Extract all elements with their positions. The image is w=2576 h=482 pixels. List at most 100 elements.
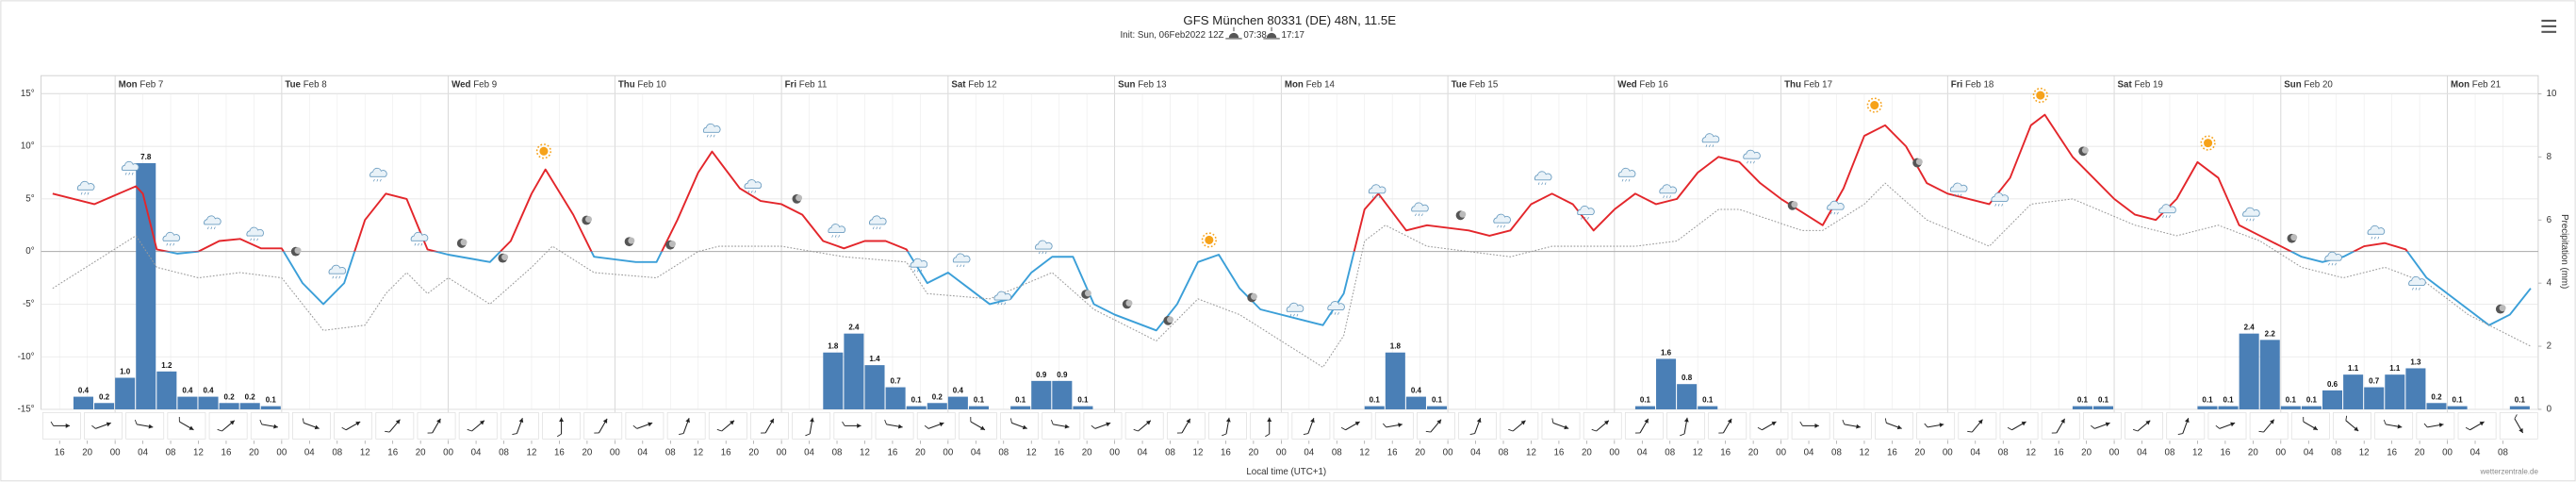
- wind-barb: [1425, 430, 1431, 433]
- cloud-icon: [993, 291, 1012, 301]
- night-icon-shade: [1915, 158, 1923, 165]
- wind-barb: [467, 428, 472, 432]
- cloud-icon: [702, 123, 721, 133]
- precipitation-bar: [1677, 384, 1698, 409]
- precipitation-bar: [219, 403, 239, 409]
- wind-arrow: [1010, 418, 1027, 430]
- wind-head: [1398, 423, 1403, 428]
- night-icon-shade: [1125, 299, 1133, 307]
- hour-tick-label: 00: [943, 448, 953, 458]
- day-weekday: Thu: [1784, 79, 1801, 90]
- hour-tick-label: 00: [1443, 448, 1453, 458]
- wind-barb: [512, 433, 517, 435]
- day-label: Thu Feb 17: [1784, 79, 1832, 90]
- night-icon-shade: [668, 241, 676, 248]
- wind-arrow: [632, 422, 653, 429]
- wind-arrow: [2090, 422, 2110, 429]
- night-icon-shade: [1791, 201, 1798, 208]
- hour-tick-label: 16: [55, 448, 65, 458]
- hour-tick-label: 04: [637, 448, 648, 458]
- cloud-icon: [1286, 302, 1304, 312]
- precipitation-bar: [844, 333, 864, 409]
- wind-head: [1939, 423, 1944, 428]
- hour-tick-label: 12: [693, 448, 703, 458]
- wind-barb: [1050, 419, 1054, 425]
- wind-barb: [1842, 419, 1846, 425]
- wind-barb: [2215, 424, 2221, 429]
- precipitation-label: 0.1: [2286, 396, 2297, 405]
- hour-tick-label: 12: [2026, 448, 2036, 458]
- wind-barb: [2132, 428, 2139, 432]
- precipitation-label: 1.6: [1661, 348, 1672, 357]
- precipitation-label: 1.8: [1390, 342, 1402, 351]
- hour-tick-label: 16: [1720, 448, 1731, 458]
- precipitation-bar: [1010, 406, 1031, 409]
- hour-tick-label: 16: [888, 448, 898, 458]
- precipitation-bar: [1698, 406, 1718, 409]
- wind-barb: [50, 421, 55, 426]
- precipitation-label: 0.1: [1640, 396, 1651, 405]
- hour-tick-label: 00: [777, 448, 787, 458]
- wind-head: [2438, 423, 2444, 428]
- precipitation-bar: [2343, 374, 2364, 409]
- precipitation-bar: [2259, 340, 2280, 409]
- day-label: Wed Feb 16: [1617, 79, 1667, 90]
- precipitation-bar: [2239, 333, 2259, 409]
- wind-head: [1267, 417, 1272, 423]
- precipitation-bar: [2218, 406, 2239, 409]
- precipitation-label: 0.9: [1036, 371, 1047, 379]
- hour-tick-label: 00: [610, 448, 620, 458]
- wind-barb: [259, 419, 263, 425]
- wind-arrow: [1133, 420, 1152, 432]
- wind-head: [648, 422, 653, 427]
- cloud-icon: [1991, 192, 2010, 202]
- rain-drops: [2371, 236, 2380, 240]
- sunset-icon: [1263, 26, 1280, 40]
- precipitation-label: 0.1: [2077, 396, 2089, 405]
- rain-drops: [1537, 182, 1547, 186]
- wind-arrow: [1924, 423, 1944, 428]
- night-icon-shade: [2290, 234, 2298, 241]
- precipitation-label: 0.4: [182, 387, 193, 395]
- y-tick-label: 0°: [25, 246, 34, 257]
- precipitation-bar: [136, 162, 156, 409]
- cloud-icon: [162, 231, 181, 241]
- hour-tick-label: 16: [222, 448, 232, 458]
- hour-tick-label: 12: [193, 448, 204, 458]
- wind-head: [2397, 424, 2403, 429]
- wind-barb: [884, 419, 887, 425]
- precipitation-label: 0.1: [2453, 396, 2464, 405]
- wind-barb: [1634, 432, 1641, 434]
- wind-box: [833, 412, 873, 440]
- hour-tick-label: 00: [1109, 448, 1120, 458]
- menu-button[interactable]: [2541, 19, 2557, 33]
- hour-tick-label: 04: [2304, 448, 2314, 458]
- hour-tick-label: 00: [2109, 448, 2120, 458]
- wind-arrow: [1340, 421, 1360, 431]
- precipitation-label: 0.6: [2327, 380, 2338, 389]
- hour-tick-label: 04: [1804, 448, 1814, 458]
- wind-arrow: [178, 416, 194, 431]
- precipitation-label: 0.1: [1370, 396, 1381, 405]
- hour-tick-label: 20: [2081, 448, 2092, 458]
- precipitation-bar: [2509, 406, 2530, 409]
- wind-arrow: [2465, 421, 2485, 431]
- wind-arrow: [1091, 422, 1111, 429]
- wind-barb: [1924, 423, 1928, 428]
- wind-barb: [1967, 430, 1973, 433]
- hour-tick-label: 12: [860, 448, 870, 458]
- cloud-icon: [2367, 224, 2386, 235]
- sun-rays: [2200, 135, 2216, 151]
- wind-barb: [1133, 428, 1139, 432]
- wind-barb: [1091, 424, 1096, 429]
- hour-tick-label: 08: [499, 448, 509, 458]
- rain-drops: [166, 242, 175, 246]
- sun-icon: [1870, 101, 1879, 110]
- rain-drops: [1415, 213, 1423, 217]
- wind-head: [314, 424, 320, 430]
- wind-head: [479, 420, 484, 425]
- rain-drops: [706, 134, 715, 138]
- day-date: Feb 13: [1138, 79, 1166, 90]
- sun-icon: [539, 146, 549, 156]
